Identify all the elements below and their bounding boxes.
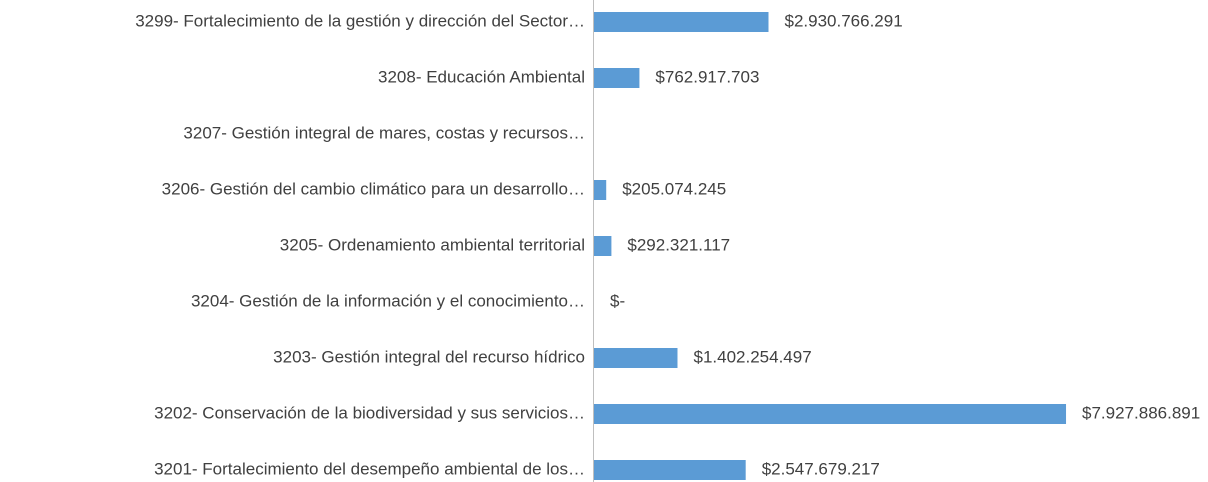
value-label: $7.927.886.891 [1082,403,1200,422]
category-label: 3201- Fortalecimiento del desempeño ambi… [154,459,585,478]
category-label: 3206- Gestión del cambio climático para … [162,179,585,198]
category-label: 3299- Fortalecimiento de la gestión y di… [135,11,585,30]
category-label: 3203- Gestión integral del recurso hídri… [273,347,585,366]
value-label: $1.402.254.497 [693,347,811,366]
bar [594,236,612,256]
value-label: $2.547.679.217 [762,459,880,478]
bar [594,404,1067,424]
value-label: $762.917.703 [655,67,759,86]
category-label: 3202- Conservación de la biodiversidad y… [154,403,585,422]
value-label: $205.074.245 [622,179,726,198]
value-label: $- [610,291,625,310]
bar [594,68,640,88]
category-label: 3208- Educación Ambiental [378,67,585,86]
category-label: 3205- Ordenamiento ambiental territorial [280,235,585,254]
category-label: 3207- Gestión integral de mares, costas … [183,123,585,142]
bar [594,12,769,32]
bar [594,460,746,480]
category-label: 3204- Gestión de la información y el con… [191,291,585,310]
value-label: $292.321.117 [627,235,730,254]
bar [594,348,678,368]
value-label: $2.930.766.291 [784,11,902,30]
bar [594,180,607,200]
